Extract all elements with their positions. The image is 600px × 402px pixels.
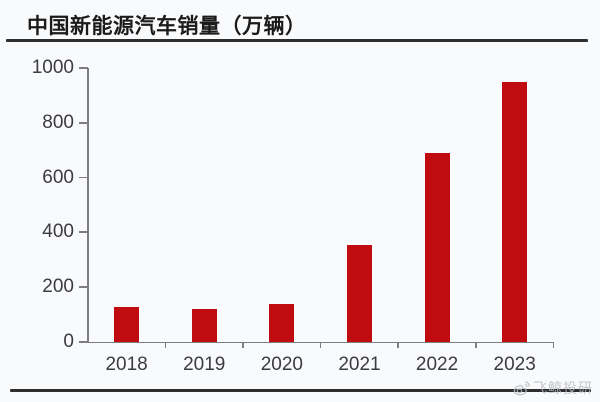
watermark: 飞鲸投研 bbox=[513, 378, 593, 398]
x-tick-label: 2020 bbox=[260, 353, 303, 375]
weibo-eye-icon bbox=[513, 380, 530, 396]
y-tick-mark bbox=[78, 67, 88, 69]
x-tick-label: 2021 bbox=[338, 353, 381, 375]
bar bbox=[269, 304, 295, 342]
x-tick-mark bbox=[397, 341, 400, 348]
x-tick-mark bbox=[242, 341, 244, 348]
x-tick-label: 2023 bbox=[493, 353, 536, 375]
y-tick-mark bbox=[78, 341, 88, 343]
bar bbox=[424, 153, 450, 342]
y-tick-label: 400 bbox=[42, 221, 74, 243]
y-tick-label: 800 bbox=[42, 111, 74, 133]
y-tick-mark bbox=[78, 121, 88, 124]
bar bbox=[502, 81, 528, 342]
watermark-label: 飞鲸投研 bbox=[533, 380, 593, 396]
y-tick-mark bbox=[78, 231, 88, 234]
y-axis-line bbox=[87, 68, 89, 342]
x-tick-mark bbox=[164, 341, 167, 348]
x-tick-label: 2022 bbox=[415, 353, 459, 375]
x-tick-mark bbox=[475, 341, 477, 348]
title-underline-rule bbox=[6, 39, 588, 42]
x-tick-label: 2018 bbox=[105, 353, 148, 375]
y-tick-label: 600 bbox=[42, 166, 74, 188]
bar bbox=[114, 307, 140, 342]
y-tick-label: 200 bbox=[42, 276, 74, 298]
chart-title: 中国新能源汽车销量（万辆） bbox=[27, 15, 307, 38]
y-tick-mark bbox=[78, 176, 88, 179]
bar bbox=[191, 308, 217, 342]
y-tick-label: 0 bbox=[63, 330, 74, 352]
y-tick-mark bbox=[78, 286, 88, 288]
bar bbox=[346, 245, 372, 342]
bottom-rule bbox=[10, 389, 591, 392]
x-tick-mark bbox=[319, 341, 322, 348]
x-tick-label: 2019 bbox=[183, 353, 226, 375]
y-tick-label: 1000 bbox=[31, 57, 74, 78]
x-tick-mark bbox=[552, 341, 555, 348]
